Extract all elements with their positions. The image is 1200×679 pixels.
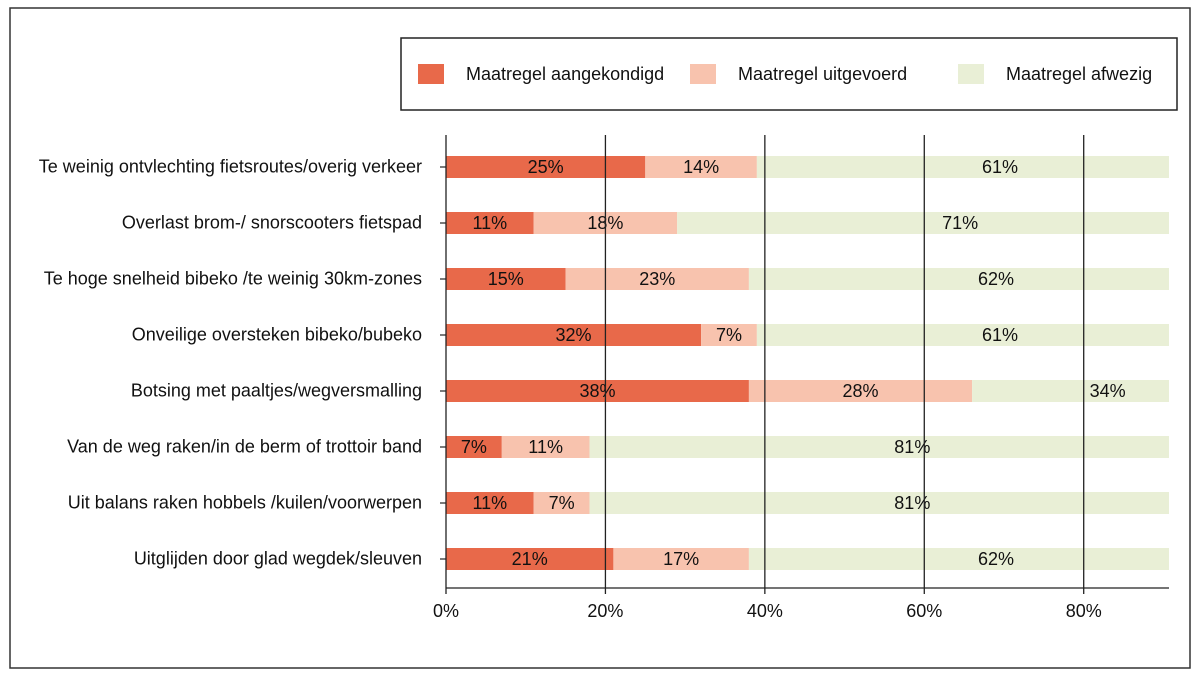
data-label: 7% [549,493,575,513]
bar-segment [446,156,646,178]
category-label: Uitglijden door glad wegdek/sleuven [133,548,422,569]
data-label: 21% [512,549,548,569]
data-label: 28% [842,381,878,401]
data-label: 23% [639,269,675,289]
bar-segment [645,156,757,178]
bar-segment [701,324,757,346]
data-label: 11% [528,437,563,457]
legend-swatch [418,64,444,84]
legend-swatch [690,64,716,84]
bar-segment [446,324,702,346]
category-label: Te hoge snelheid bibeko /te weinig 30km-… [43,268,422,289]
data-label: 71% [942,213,978,233]
legend-swatch [958,64,984,84]
x-tick-label: 40% [747,601,783,621]
data-label: 62% [978,269,1014,289]
data-label: 7% [716,325,742,345]
category-label: Van de weg raken/in de berm of trottoir … [67,436,422,457]
legend-box [400,37,1178,111]
category-label: Uit balans raken hobbels /kuilen/voorwer… [67,492,422,513]
data-label: 61% [982,325,1018,345]
bar-segment [972,380,1169,402]
bar-segment [748,268,1169,290]
data-label: 81% [894,437,930,457]
bar-segment [756,156,1169,178]
legend-label: Maatregel aangekondigd [466,64,664,84]
bar-segment [446,268,566,290]
x-tick-label: 60% [906,601,942,621]
frame [9,7,1191,669]
data-label: 62% [978,549,1014,569]
category-label: Overlast brom-/ snorscooters fietspad [121,212,422,233]
bar-segment [446,212,534,234]
data-label: 17% [663,549,699,569]
bar-segment [589,492,1169,514]
bar-segment [677,212,1169,234]
bar-segment [446,380,749,402]
bar-segment [756,324,1169,346]
category-label: Te weinig ontvlechting fietsroutes/overi… [38,156,422,177]
bar-segment [446,436,502,458]
category-label: Botsing met paaltjes/wegversmalling [130,380,422,401]
bar-segment [613,548,749,570]
data-label: 15% [488,269,524,289]
data-label: 25% [528,157,564,177]
data-label: 32% [556,325,592,345]
x-tick-label: 20% [587,601,623,621]
legend-label: Maatregel afwezig [1006,64,1152,84]
bar-segment [533,492,590,514]
data-label: 61% [982,157,1018,177]
bar-segment [446,492,534,514]
data-label: 11% [472,493,507,513]
x-tick-label: 0% [433,601,459,621]
bar-segment [501,436,590,458]
data-label: 81% [894,493,930,513]
bar-segment [589,436,1169,458]
category-label: Onveilige oversteken bibeko/bubeko [131,324,422,345]
legend-label: Maatregel uitgevoerd [738,64,907,84]
bar-segment [565,268,749,290]
bar-segment [748,548,1169,570]
data-label: 11% [472,213,507,233]
data-label: 38% [579,381,615,401]
bar-segment [748,380,973,402]
data-label: 7% [461,437,487,457]
data-label: 14% [683,157,719,177]
data-label: 34% [1090,381,1126,401]
x-tick-label: 80% [1066,601,1102,621]
bar-segment [446,548,614,570]
